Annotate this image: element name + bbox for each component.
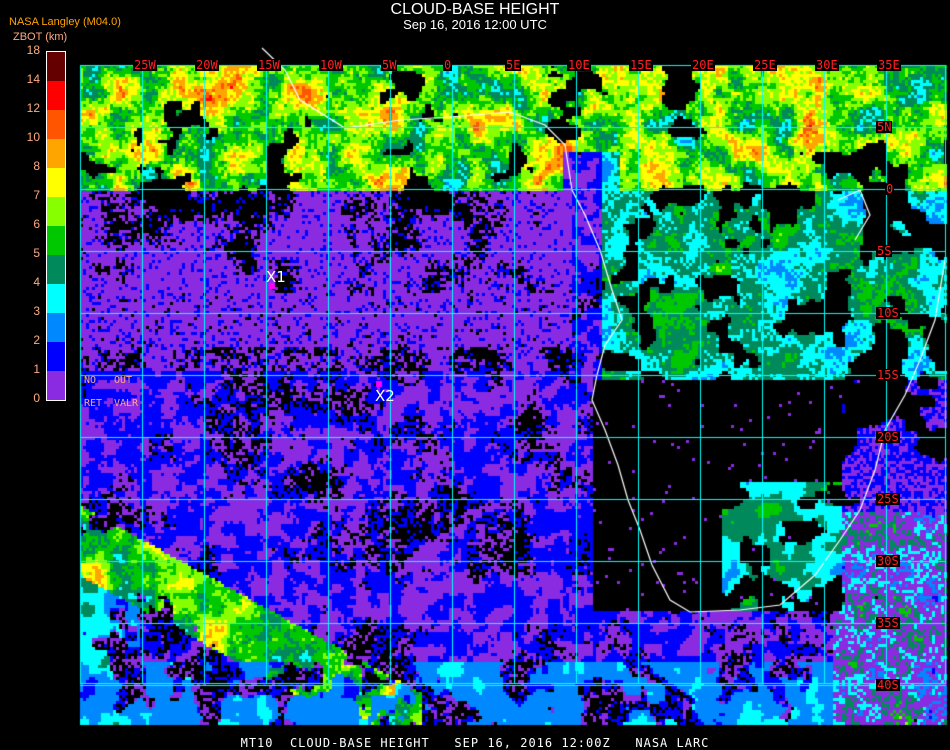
longitude-label: 25E	[753, 58, 777, 72]
longitude-label: 30E	[815, 58, 839, 72]
colorbar-tick-label: 8	[33, 159, 40, 173]
longitude-label: 15E	[629, 58, 653, 72]
colorbar-segment	[47, 197, 65, 226]
colorbar-tick-label: 18	[26, 43, 40, 57]
latitude-label: 25S	[876, 492, 900, 506]
colorbar-tick-label: 12	[26, 101, 40, 115]
footer-caption: MT10 CLOUD-BASE HEIGHT SEP 16, 2016 12:0…	[240, 736, 710, 750]
colorbar-tick-label: 1	[33, 362, 40, 376]
colorbar-tick-label: 2	[33, 333, 40, 347]
ret-label: RET	[84, 398, 103, 409]
colorbar-tick-label: 3	[33, 304, 40, 318]
colorbar-tick-label: 14	[26, 72, 40, 86]
colorbar-segment	[47, 139, 65, 168]
latitude-label: 10S	[876, 306, 900, 320]
colorbar-tick-label: 4	[33, 275, 40, 289]
colorbar-tick-label: 7	[33, 188, 40, 202]
colorbar-segment	[47, 81, 65, 110]
longitude-label: 25W	[133, 58, 157, 72]
longitude-label: 20W	[195, 58, 219, 72]
colorbar-segment	[47, 255, 65, 284]
marker-x2-label: X2	[375, 387, 395, 405]
colorbar-tick-label: 10	[26, 130, 40, 144]
longitude-label: 15W	[257, 58, 281, 72]
variable-label: ZBOT (km)	[13, 31, 68, 43]
colorbar-tick-label: 5	[33, 246, 40, 260]
longitude-label: 5E	[505, 58, 522, 72]
no-label: NO	[84, 375, 97, 386]
map-subtitle: Sep 16, 2016 12:00 UTC	[403, 17, 547, 32]
longitude-label: 35E	[877, 58, 901, 72]
latitude-label: 20S	[876, 430, 900, 444]
colorbar-segment	[47, 52, 65, 81]
longitude-label: 10W	[319, 58, 343, 72]
colorbar-segment	[47, 313, 65, 342]
marker-x1-label: X1	[266, 268, 286, 286]
colorbar-segment	[47, 226, 65, 255]
latitude-label: 5S	[876, 244, 893, 258]
colorbar-segment	[47, 342, 65, 371]
latitude-label: 5N	[876, 120, 893, 134]
latitude-label: 15S	[876, 368, 900, 382]
latitude-label: 40S	[876, 678, 900, 692]
out-label: OUT	[114, 375, 133, 386]
latitude-label: 35S	[876, 616, 900, 630]
latitude-label: 0	[885, 182, 895, 196]
colorbar-tick-label: 0	[33, 391, 40, 405]
colorbar-segment	[47, 110, 65, 139]
latitude-label: 30S	[876, 554, 900, 568]
longitude-label: 5W	[381, 58, 398, 72]
longitude-label: 0	[443, 58, 453, 72]
map-title: CLOUD-BASE HEIGHT	[390, 1, 560, 18]
valr-label: VALR	[114, 398, 139, 409]
colorbar	[46, 51, 66, 401]
longitude-label: 20E	[691, 58, 715, 72]
colorbar-tick-label: 6	[33, 217, 40, 231]
colorbar-segment	[47, 284, 65, 313]
colorbar-segment	[47, 168, 65, 197]
longitude-label: 10E	[567, 58, 591, 72]
organization-label: NASA Langley (M04.0)	[9, 16, 121, 28]
colorbar-segment	[47, 371, 65, 400]
